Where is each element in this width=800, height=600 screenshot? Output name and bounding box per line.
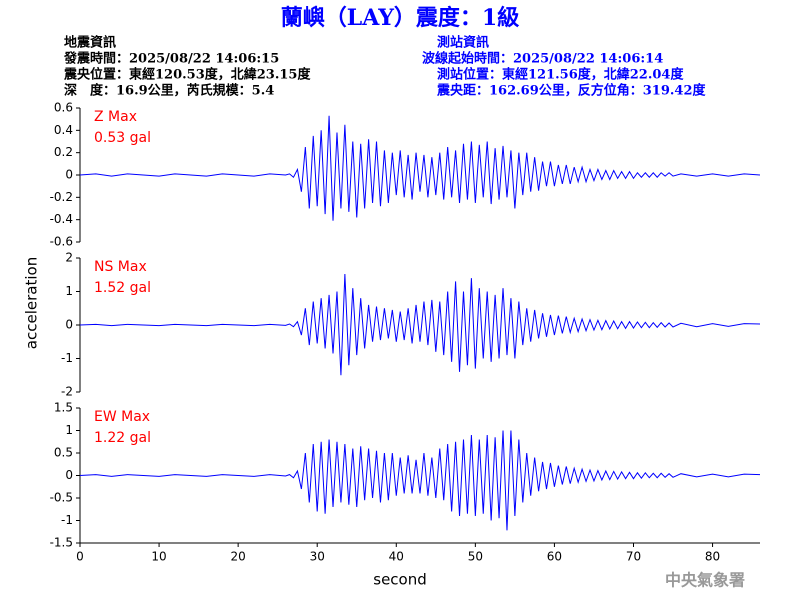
info: 波線起始時間：2025/08/22 14:06:14 (422, 51, 663, 67)
panel-label: EW Max (94, 409, 150, 425)
max-label: 1.22 gal (94, 430, 151, 446)
y-tick-label: 0 (65, 318, 73, 332)
y-tick-label: 0.5 (54, 446, 73, 460)
y-tick-label: 2 (65, 251, 73, 265)
x-tick-label: 80 (705, 550, 720, 564)
y-tick-label: 0.6 (54, 101, 73, 115)
y-axis-label: acceleration (23, 257, 41, 349)
x-tick-label: 10 (151, 550, 166, 564)
y-tick-label: 1 (65, 284, 73, 298)
info: 發震時間：2025/08/22 14:06:15 (63, 51, 279, 67)
y-tick-label: 1 (65, 423, 73, 437)
y-tick-label: 0.2 (54, 145, 73, 159)
x-tick-label: 30 (310, 550, 325, 564)
x-tick-label: 0 (76, 550, 84, 564)
title: 蘭嶼（LAY）震度：1級 (281, 5, 519, 31)
x-tick-label: 50 (468, 550, 483, 564)
info: 地震資訊 (64, 35, 116, 51)
y-tick-label: 0 (65, 168, 73, 182)
info: 震央位置：東經120.53度，北緯23.15度 (63, 67, 311, 83)
max-label: 1.52 gal (94, 280, 151, 296)
x-tick-label: 70 (626, 550, 641, 564)
y-tick-label: -1 (61, 513, 73, 527)
x-tick-label: 40 (389, 550, 404, 564)
waveform (79, 115, 761, 221)
waveform (79, 430, 761, 531)
y-tick-label: -1 (61, 351, 73, 365)
panel-label: Z Max (94, 109, 137, 125)
x-tick-label: 60 (547, 550, 562, 564)
x-tick-label: 20 (230, 550, 245, 564)
max-label: 0.53 gal (94, 130, 151, 146)
info: 震央距：162.69公里，反方位角：319.42度 (436, 83, 707, 99)
info: 深 度：16.9公里，芮氏規模：5.4 (64, 83, 274, 99)
panel-label: NS Max (94, 259, 147, 275)
y-tick-label: 1.5 (54, 401, 73, 415)
y-tick-label: -0.4 (50, 212, 73, 226)
credit: 中央氣象署 (665, 571, 745, 590)
y-tick-label: 0.4 (54, 123, 73, 137)
y-tick-label: -0.6 (50, 235, 73, 249)
y-tick-label: -2 (61, 385, 73, 399)
y-tick-label: 0 (65, 468, 73, 482)
x-axis-label: second (373, 571, 427, 589)
info: 測站資訊 (437, 35, 489, 51)
waveform (79, 274, 761, 376)
y-tick-label: -0.2 (50, 190, 73, 204)
y-tick-label: -1.5 (50, 536, 73, 550)
info: 測站位置：東經121.56度，北緯22.04度 (437, 67, 684, 83)
y-tick-label: -0.5 (50, 491, 73, 505)
